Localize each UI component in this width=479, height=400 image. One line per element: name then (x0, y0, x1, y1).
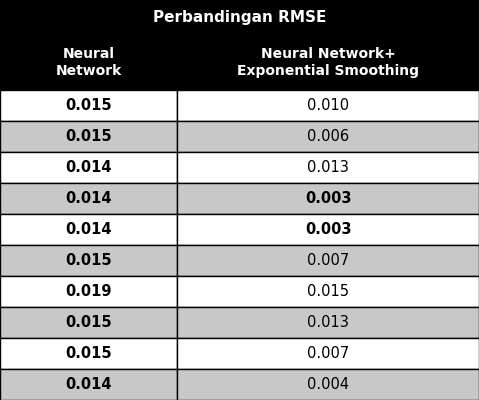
Bar (0, 0, 479, 35)
Text: 0.006: 0.006 (307, 129, 349, 144)
Bar (177, 307, 479, 338)
Text: 0.014: 0.014 (65, 191, 112, 206)
Bar (0, 276, 177, 307)
Text: 0.014: 0.014 (65, 222, 112, 237)
Text: 0.015: 0.015 (65, 315, 112, 330)
Bar (0, 152, 177, 183)
Text: 0.014: 0.014 (65, 160, 112, 175)
Bar (177, 245, 479, 276)
Bar (0, 121, 177, 152)
Text: 0.015: 0.015 (65, 98, 112, 113)
Text: Neural Network+
Exponential Smoothing: Neural Network+ Exponential Smoothing (237, 47, 419, 78)
Text: 0.014: 0.014 (65, 377, 112, 392)
Bar (177, 276, 479, 307)
Text: 0.015: 0.015 (65, 346, 112, 361)
Text: 0.019: 0.019 (65, 284, 112, 299)
Bar (177, 121, 479, 152)
Bar (0, 245, 177, 276)
Text: 0.015: 0.015 (307, 284, 349, 299)
Bar (177, 338, 479, 369)
Bar (177, 152, 479, 183)
Text: 0.010: 0.010 (307, 98, 349, 113)
Bar (0, 90, 177, 121)
Text: 0.015: 0.015 (65, 253, 112, 268)
Text: 0.013: 0.013 (307, 160, 349, 175)
Bar (0, 369, 177, 400)
Text: 0.003: 0.003 (305, 191, 352, 206)
Bar (0, 35, 177, 90)
Bar (177, 214, 479, 245)
Text: 0.015: 0.015 (65, 129, 112, 144)
Bar (177, 369, 479, 400)
Bar (177, 183, 479, 214)
Text: Neural
Network: Neural Network (56, 47, 122, 78)
Bar (177, 90, 479, 121)
Bar (177, 35, 479, 90)
Bar (0, 183, 177, 214)
Bar (0, 307, 177, 338)
Text: 0.007: 0.007 (307, 253, 349, 268)
Text: Perbandingan RMSE: Perbandingan RMSE (153, 10, 326, 25)
Bar (0, 338, 177, 369)
Text: 0.004: 0.004 (307, 377, 349, 392)
Text: 0.013: 0.013 (307, 315, 349, 330)
Bar (0, 214, 177, 245)
Text: 0.003: 0.003 (305, 222, 352, 237)
Text: 0.007: 0.007 (307, 346, 349, 361)
